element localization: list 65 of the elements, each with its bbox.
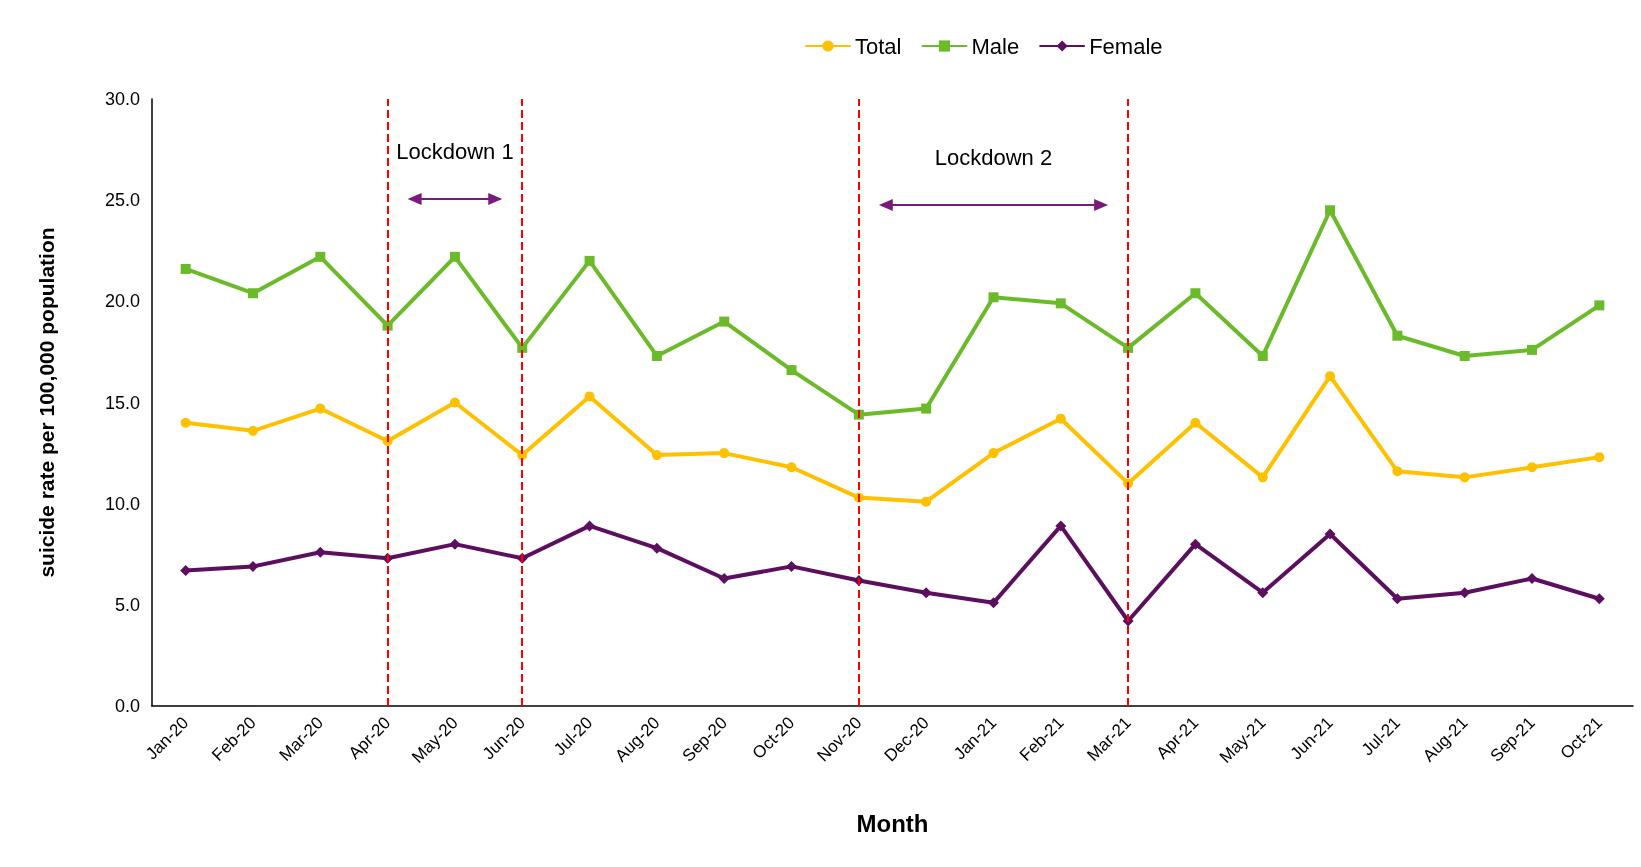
point: [1391, 593, 1403, 605]
point: [1593, 593, 1605, 605]
point: [921, 496, 932, 507]
point: [584, 255, 595, 266]
point: [1190, 417, 1201, 428]
point: [1459, 472, 1470, 483]
point: [1325, 205, 1336, 216]
y-axis-title: suicide rate per 100,000 population: [35, 227, 58, 578]
y-tick-label: 5.0: [114, 594, 140, 615]
point: [786, 560, 798, 572]
point: [247, 425, 258, 436]
point: [921, 403, 932, 414]
point: [1392, 466, 1403, 477]
annotation: Lockdown 1: [396, 138, 514, 164]
point: [449, 538, 461, 550]
point: [584, 391, 595, 402]
point: [1325, 371, 1336, 382]
y-tick-label: 10.0: [104, 493, 140, 514]
legend-label: Total: [855, 33, 902, 59]
point: [1055, 298, 1066, 309]
point: [719, 316, 730, 327]
point: [1459, 587, 1471, 599]
y-tick-label: 20.0: [104, 291, 140, 312]
point: [719, 448, 730, 459]
point: [584, 520, 596, 532]
y-tick-label: 25.0: [104, 190, 140, 211]
y-tick-label: 30.0: [104, 89, 140, 109]
point: [786, 365, 797, 376]
annotation: Lockdown 2: [934, 144, 1053, 170]
point: [1257, 472, 1268, 483]
y-tick-label: 0.0: [114, 696, 140, 716]
point: [1189, 538, 1201, 550]
point: [314, 546, 326, 558]
point: [1594, 452, 1605, 463]
point: [651, 350, 662, 361]
point: [718, 573, 730, 585]
point: [449, 397, 460, 408]
point: [449, 251, 460, 262]
point: [1459, 350, 1470, 361]
point: [786, 462, 797, 473]
point: [920, 587, 932, 599]
point: [988, 292, 999, 303]
point: [180, 263, 191, 274]
point: [1190, 288, 1201, 299]
y-tick-label: 15.0: [104, 392, 140, 413]
point: [1527, 344, 1538, 355]
point: [315, 251, 326, 262]
point: [651, 542, 663, 554]
legend-label: Male: [971, 33, 1020, 59]
point: [1324, 528, 1336, 540]
point: [1055, 413, 1066, 424]
x-axis-title: Month: [856, 809, 929, 837]
point: [1257, 350, 1268, 361]
point: [1526, 573, 1538, 585]
point: [1594, 300, 1605, 311]
point: [1257, 587, 1269, 599]
point: [247, 288, 258, 299]
point: [315, 403, 326, 414]
point: [180, 417, 191, 428]
point: [1055, 520, 1067, 532]
point: [651, 450, 662, 461]
point: [988, 448, 999, 459]
point: [1527, 462, 1538, 473]
legend-label: Female: [1089, 33, 1163, 59]
point: [1392, 330, 1403, 341]
